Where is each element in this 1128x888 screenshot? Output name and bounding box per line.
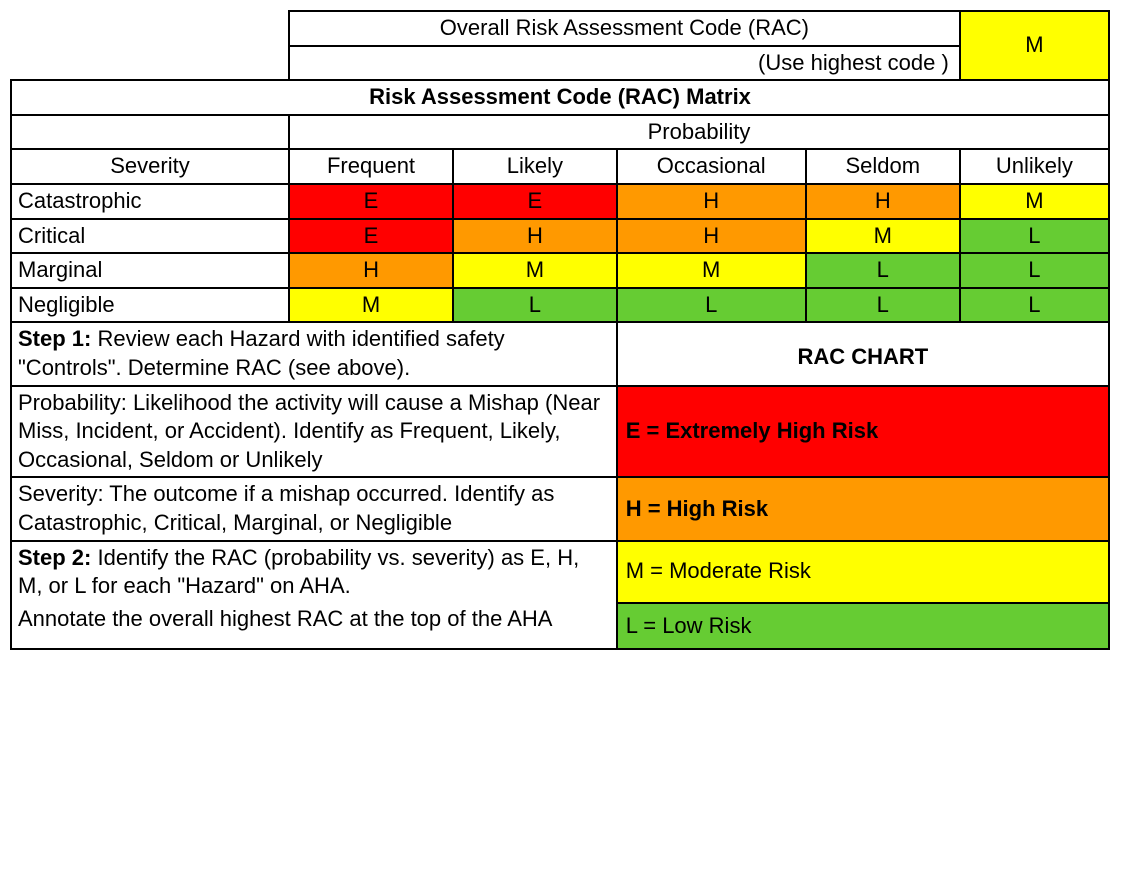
rac-chart-row: L = Low Risk	[617, 603, 1109, 650]
rac-chart-row: M = Moderate Risk	[617, 541, 1109, 603]
spacer	[617, 322, 1109, 330]
severity-row-label: Marginal	[11, 253, 289, 288]
matrix-cell: E	[453, 184, 617, 219]
severity-label: Severity	[11, 149, 289, 184]
matrix-cell: L	[960, 219, 1109, 254]
matrix-cell: H	[806, 184, 960, 219]
prob-header: Seldom	[806, 149, 960, 184]
severity-row-label: Catastrophic	[11, 184, 289, 219]
probability-definition: Probability: Likelihood the activity wil…	[11, 386, 617, 478]
matrix-cell: M	[960, 184, 1109, 219]
prob-header: Unlikely	[960, 149, 1109, 184]
matrix-row: Negligible M L L L L	[11, 288, 1109, 323]
matrix-cell: L	[806, 253, 960, 288]
use-highest-label: (Use highest code )	[289, 46, 960, 81]
matrix-cell: L	[960, 288, 1109, 323]
matrix-cell: M	[617, 253, 806, 288]
matrix-cell: L	[453, 288, 617, 323]
probability-label: Probability	[289, 115, 1109, 150]
step2-text: Step 2: Identify the RAC (probability vs…	[11, 541, 617, 603]
matrix-cell: M	[806, 219, 960, 254]
matrix-cell: M	[453, 253, 617, 288]
severity-definition: Severity: The outcome if a mishap occurr…	[11, 477, 617, 540]
matrix-cell: E	[289, 184, 453, 219]
rac-table: Overall Risk Assessment Code (RAC) M (Us…	[10, 10, 1110, 650]
matrix-row: Marginal H M M L L	[11, 253, 1109, 288]
rac-chart-title: RAC CHART	[617, 331, 1109, 386]
spacer	[11, 115, 289, 150]
step1-text: Step 1: Review each Hazard with identifi…	[11, 322, 617, 385]
matrix-cell: E	[289, 219, 453, 254]
matrix-cell: M	[289, 288, 453, 323]
matrix-cell: L	[960, 253, 1109, 288]
matrix-cell: L	[617, 288, 806, 323]
matrix-row: Critical E H H M L	[11, 219, 1109, 254]
rac-chart-row: H = High Risk	[617, 477, 1109, 540]
step1-label: Step 1:	[18, 326, 91, 351]
spacer	[11, 11, 289, 46]
matrix-row: Catastrophic E E H H M	[11, 184, 1109, 219]
overall-rac-label: Overall Risk Assessment Code (RAC)	[289, 11, 960, 46]
severity-row-label: Critical	[11, 219, 289, 254]
spacer	[11, 46, 289, 81]
overall-rac-code: M	[960, 11, 1109, 80]
step2-label: Step 2:	[18, 545, 91, 570]
prob-header: Occasional	[617, 149, 806, 184]
matrix-cell: H	[289, 253, 453, 288]
prob-header: Frequent	[289, 149, 453, 184]
matrix-cell: H	[617, 184, 806, 219]
rac-chart-row: E = Extremely High Risk	[617, 386, 1109, 478]
matrix-cell: H	[453, 219, 617, 254]
matrix-cell: L	[806, 288, 960, 323]
matrix-cell: H	[617, 219, 806, 254]
prob-header: Likely	[453, 149, 617, 184]
matrix-title: Risk Assessment Code (RAC) Matrix	[11, 80, 1109, 115]
step2-annotate: Annotate the overall highest RAC at the …	[11, 603, 617, 650]
severity-row-label: Negligible	[11, 288, 289, 323]
